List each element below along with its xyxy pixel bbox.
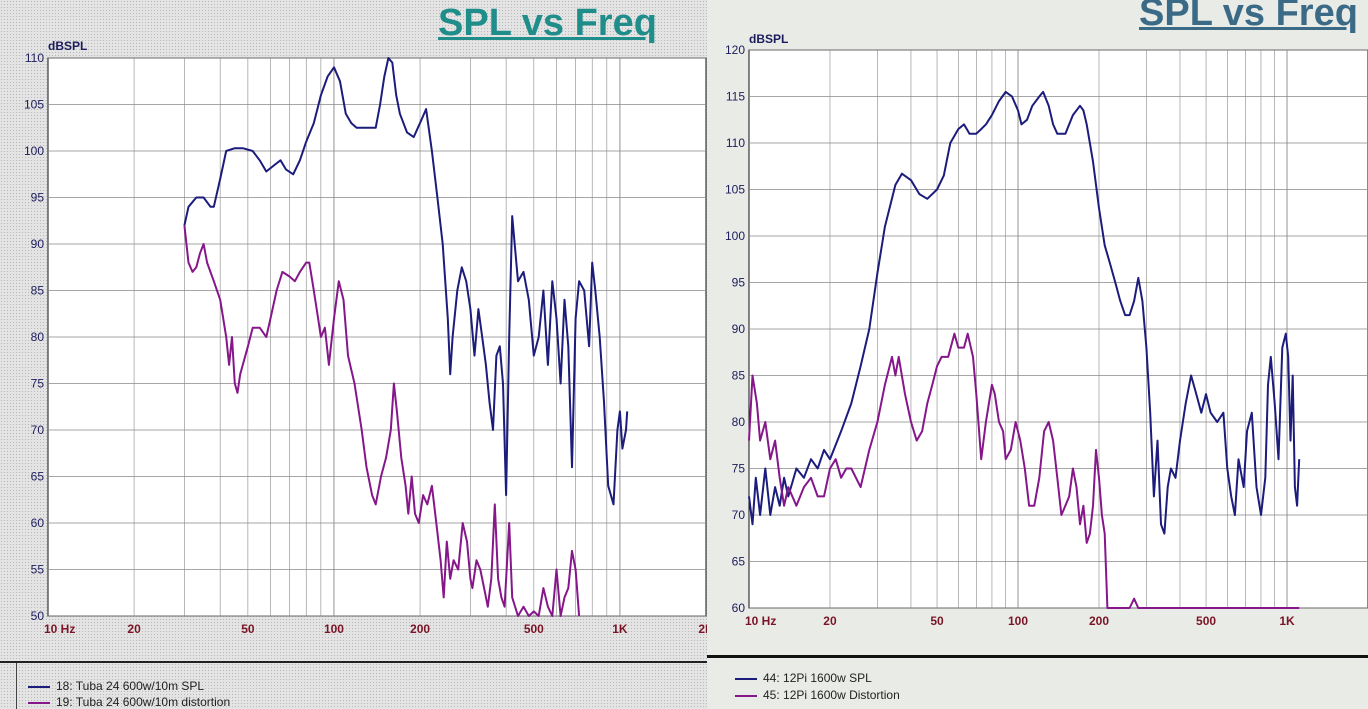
x-tick-label: 50 <box>241 622 255 636</box>
y-tick-label: 65 <box>31 470 45 484</box>
x-tick-label: 500 <box>524 622 544 636</box>
x-tick-label: 20 <box>127 622 141 636</box>
y-axis-label: dBSPL <box>48 39 87 53</box>
legend-right: 44: 12Pi 1600w SPL 45: 12Pi 1600w Distor… <box>707 655 1368 709</box>
distortion-series-line <box>748 332 1300 609</box>
spl-series-line <box>183 57 629 506</box>
y-tick-label: 50 <box>31 609 45 623</box>
y-tick-label: 75 <box>31 377 45 391</box>
y-tick-label: 100 <box>24 144 44 158</box>
y-tick-label: 75 <box>732 462 746 476</box>
y-tick-label: 55 <box>31 563 45 577</box>
y-tick-label: 80 <box>31 330 45 344</box>
y-tick-label: 110 <box>726 136 745 150</box>
legend-label: 18: Tuba 24 600w/10m SPL <box>56 679 205 693</box>
x-tick-label: 200 <box>410 622 430 636</box>
y-tick-label: 85 <box>732 369 746 383</box>
y-tick-label: 95 <box>732 276 746 290</box>
y-tick-label: 60 <box>31 516 45 530</box>
legend-border <box>16 663 17 709</box>
spl-series-line <box>748 90 1301 535</box>
x-tick-label: 50 <box>930 614 944 628</box>
y-tick-label: 70 <box>732 508 746 522</box>
spl-chart-right: 60 65 70 75 80 85 90 95 100 105 110 115 120 dBSPL 10 H… <box>725 32 1368 628</box>
y-tick-label: 120 <box>725 43 745 57</box>
legend-label: 45: 12Pi 1600w Distortion <box>763 688 900 702</box>
y-tick-label: 105 <box>24 98 44 112</box>
y-tick-label: 65 <box>732 555 746 569</box>
x-tick-label: 200 <box>1089 614 1109 628</box>
x-tick-label: 10 Hz <box>44 622 75 636</box>
x-tick-label: 2K <box>698 622 707 636</box>
x-tick-label: 10 Hz <box>745 614 776 628</box>
legend-swatch-distortion <box>28 701 50 704</box>
y-axis-label: dBSPL <box>749 32 788 46</box>
legend-divider <box>707 655 1368 658</box>
chart-title-left: SPL vs Freq <box>438 2 657 44</box>
legend-item-distortion: 45: 12Pi 1600w Distortion <box>735 688 900 702</box>
x-tick-label: 1K <box>612 622 628 636</box>
y-tick-label: 100 <box>725 229 745 243</box>
distortion-series-line <box>183 225 581 617</box>
chart-title-right: SPL vs Freq <box>1139 0 1358 34</box>
y-tick-label: 90 <box>732 322 746 336</box>
legend-label: 19: Tuba 24 600w/10m distortion <box>56 695 231 709</box>
legend-left: 18: Tuba 24 600w/10m SPL 19: Tuba 24 600… <box>0 661 707 709</box>
x-tick-label: 100 <box>1008 614 1028 628</box>
y-tick-label: 90 <box>31 237 45 251</box>
y-tick-label: 80 <box>732 415 746 429</box>
x-tick-label: 1K <box>1279 614 1295 628</box>
legend-swatch-spl <box>735 677 757 680</box>
y-tick-label: 60 <box>732 601 746 615</box>
x-tick-label: 100 <box>324 622 344 636</box>
y-tick-label: 110 <box>25 51 44 65</box>
legend-swatch-distortion <box>735 694 757 697</box>
y-tick-label: 85 <box>31 284 45 298</box>
y-tick-label: 70 <box>31 423 45 437</box>
legend-item-spl: 18: Tuba 24 600w/10m SPL <box>28 679 204 693</box>
y-tick-label: 95 <box>31 191 45 205</box>
legend-item-spl: 44: 12Pi 1600w SPL <box>735 671 872 685</box>
right-chart-panel: SPL vs Freq 60 65 70 75 80 85 90 95 100 105 110 115… <box>707 0 1368 709</box>
spl-chart-left: 50 55 60 65 70 75 80 85 90 95 100 105 110 dBSPL 10 Hz 2… <box>24 39 707 636</box>
x-tick-label: 500 <box>1196 614 1216 628</box>
y-tick-label: 115 <box>726 90 745 104</box>
legend-item-distortion: 19: Tuba 24 600w/10m distortion <box>28 695 230 709</box>
legend-divider <box>0 661 707 663</box>
legend-label: 44: 12Pi 1600w SPL <box>763 671 872 685</box>
y-tick-label: 105 <box>725 183 745 197</box>
legend-swatch-spl <box>28 685 50 688</box>
left-chart-panel: SPL vs Freq 50 55 60 65 70 75 80 85 90 95 100 105 11… <box>0 0 707 709</box>
x-tick-label: 20 <box>823 614 837 628</box>
